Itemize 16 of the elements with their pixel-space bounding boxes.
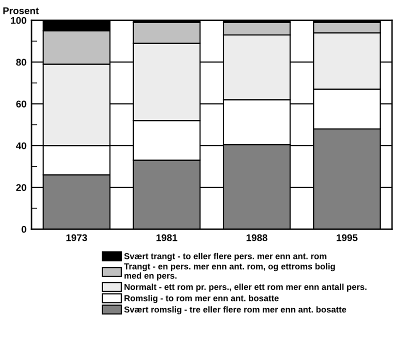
- x-tick-label: 1973: [66, 234, 88, 242]
- y-tick-label: 60: [16, 100, 26, 108]
- y-tick-label: 0: [22, 226, 26, 233]
- legend-label: Svært trangt - to eller flere pers. mer enn ant. rom: [124, 252, 326, 261]
- legend-label: Normalt - ett rom pr. pers., eller ett rom mer enn antall pers.: [124, 284, 366, 292]
- y-tick-label: 40: [16, 142, 26, 150]
- legend-label: Trangt - en pers. mer enn ant. rom, og ettroms bolig med en pers.: [124, 263, 335, 280]
- x-tick-label: 1995: [336, 234, 358, 242]
- y-tick-label: 20: [16, 184, 26, 192]
- legend-label: Svært romslig - tre eller flere rom mer enn ant. bosatte: [124, 306, 346, 314]
- y-axis-title: Prosent: [3, 7, 39, 14]
- x-tick-label: 1981: [156, 234, 178, 242]
- x-tick-label: 1988: [246, 234, 268, 242]
- y-tick-label: 100: [11, 17, 26, 24]
- legend-label: Romslig - to rom mer enn ant. bosatte: [124, 294, 279, 304]
- y-tick-label: 80: [16, 58, 26, 66]
